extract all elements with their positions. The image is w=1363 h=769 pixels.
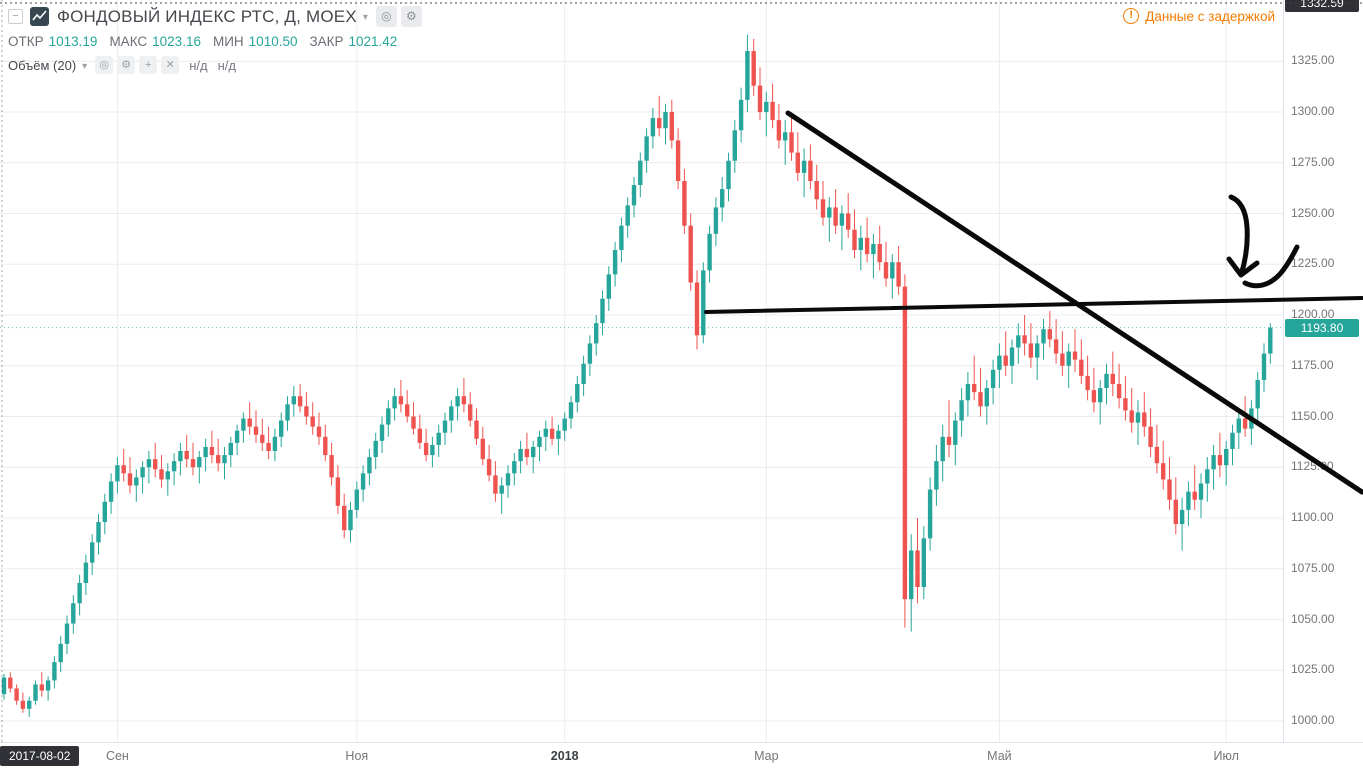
- price-tick: 1175.00: [1291, 357, 1334, 372]
- crosshair-date-badge: 2017-08-02: [0, 746, 80, 766]
- price-tick: 1075.00: [1291, 560, 1335, 575]
- delayed-data-text: Данные с задержкой: [1145, 8, 1275, 24]
- last-price-badge: 1193.80: [1285, 318, 1359, 337]
- indicator-value-1: н/д: [189, 57, 208, 73]
- ohlc-row: ОТКР 1013.19 МАКС 1023.16 МИН 1010.50 ЗА…: [8, 34, 422, 49]
- time-tick: Ноя: [345, 749, 369, 763]
- time-tick: Июл: [1213, 749, 1239, 763]
- settings-gear-icon[interactable]: ⚙: [400, 6, 422, 27]
- warning-icon: !: [1123, 8, 1140, 24]
- indicator-close-icon[interactable]: ✕: [161, 56, 180, 74]
- time-tick: Сен: [105, 749, 129, 763]
- indicator-name: Объём (20): [8, 57, 77, 73]
- indicator-add-icon[interactable]: +: [139, 56, 158, 74]
- chart-area[interactable]: − ФОНДОВЫЙ ИНДЕКС РТС, Д, MOEX ▾ ◎ ⚙ ОТК…: [0, 0, 1363, 742]
- crosshair-price-badge: 1332.59: [1285, 0, 1359, 12]
- low-label: МИН: [212, 34, 244, 49]
- price-tick: 1050.00: [1291, 611, 1335, 626]
- open-value: 1013.19: [48, 34, 98, 49]
- instrument-logo-icon: [30, 7, 49, 26]
- candlestick-plot[interactable]: [0, 0, 1283, 742]
- delayed-data-notice[interactable]: ! Данные с задержкой: [1123, 8, 1275, 24]
- price-tick: 1300.00: [1291, 104, 1335, 118]
- price-tick: 1250.00: [1291, 205, 1335, 220]
- low-value: 1010.50: [248, 34, 298, 49]
- indicator-value-2: н/д: [217, 57, 236, 73]
- indicator-row: Объём (20) ▾ ◎ ⚙ + ✕ н/д н/д: [8, 56, 422, 74]
- high-label: МАКС: [109, 34, 148, 49]
- open-label: ОТКР: [8, 34, 44, 49]
- price-tick: 1125.00: [1291, 459, 1334, 474]
- time-tick: Май: [987, 749, 1012, 763]
- price-tick: 1100.00: [1291, 510, 1334, 524]
- price-tick: 1025.00: [1291, 662, 1335, 677]
- chevron-down-icon[interactable]: ▾: [82, 60, 88, 72]
- visibility-toggle-icon[interactable]: ◎: [375, 6, 397, 27]
- legend-collapse-button[interactable]: −: [8, 9, 23, 24]
- indicator-visibility-icon[interactable]: ◎: [95, 56, 114, 74]
- close-label: ЗАКР: [309, 34, 344, 49]
- price-tick: 1275.00: [1291, 154, 1335, 169]
- price-tick: 1000.00: [1291, 713, 1335, 727]
- chevron-down-icon[interactable]: ▾: [362, 12, 368, 23]
- symbol-title[interactable]: ФОНДОВЫЙ ИНДЕКС РТС, Д, MOEX: [57, 6, 357, 26]
- symbol-row: − ФОНДОВЫЙ ИНДЕКС РТС, Д, MOEX ▾ ◎ ⚙: [8, 6, 422, 27]
- price-axis[interactable]: 1325.00 1300.00 1275.00 1250.00 1225.00 1200.…: [1283, 0, 1363, 742]
- high-value: 1023.16: [152, 34, 201, 49]
- close-value: 1021.42: [348, 34, 398, 49]
- chart-legend: − ФОНДОВЫЙ ИНДЕКС РТС, Д, MOEX ▾ ◎ ⚙ ОТК…: [8, 6, 422, 81]
- time-tick: 2018: [550, 749, 579, 763]
- time-axis[interactable]: Сен Ноя 2018 Мар Май Июл 2017-08-02: [0, 742, 1363, 769]
- price-tick: 1225.00: [1291, 256, 1335, 271]
- time-tick: Мар: [754, 749, 779, 763]
- price-tick: 1150.00: [1291, 408, 1334, 423]
- indicator-settings-icon[interactable]: ⚙: [117, 56, 136, 74]
- price-tick: 1325.00: [1291, 53, 1335, 68]
